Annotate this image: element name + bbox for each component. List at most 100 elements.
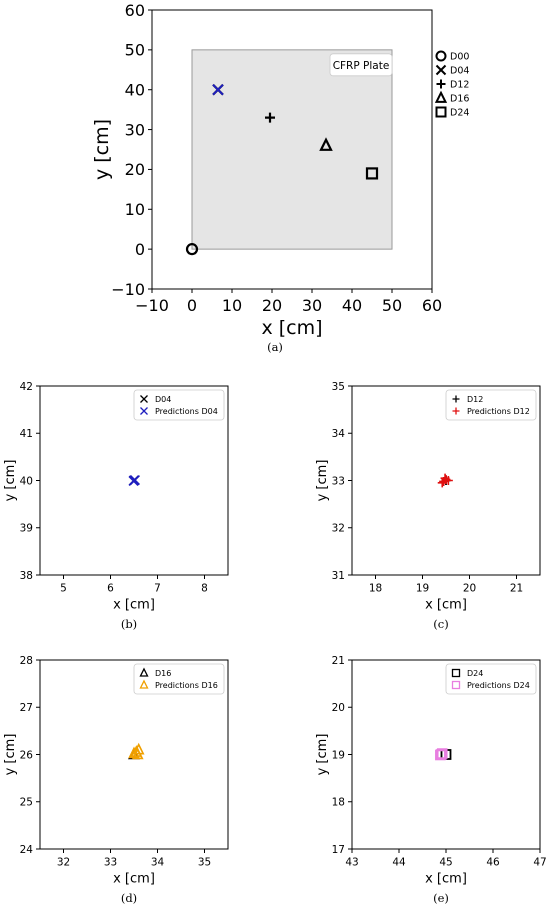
legend-label: D24 [467, 669, 483, 678]
legend-label: D04 [450, 66, 469, 77]
chart-panel-d: 32 33 34 35 24 25 26 27 28 x [cm] y [cm] D16 Predict… [3, 655, 229, 905]
panel-caption: (a) [267, 340, 283, 354]
x-tick-label: 7 [154, 583, 161, 595]
y-tick-label: 40 [20, 475, 33, 487]
data-point [265, 112, 275, 123]
x-tick-label: −10 [135, 296, 169, 315]
legend-label: D24 [450, 108, 469, 119]
legend-label: D12 [450, 80, 469, 91]
y-tick-label: 0 [135, 240, 145, 259]
x-tick-label: 43 [345, 857, 358, 869]
y-tick-label: 39 [20, 523, 33, 535]
panel-caption: (c) [433, 617, 448, 631]
data-point [185, 243, 199, 256]
legend-marker [140, 395, 148, 403]
y-tick-label: −10 [111, 280, 145, 299]
y-tick-label: 28 [20, 655, 33, 667]
x-tick-label: 34 [151, 857, 165, 869]
x-tick-label: 18 [369, 583, 382, 595]
data-point [365, 167, 379, 180]
x-tick-label: 8 [201, 583, 208, 595]
x-tick-label: 44 [392, 857, 406, 869]
y-axis-label: y [cm] [315, 734, 330, 776]
y-tick-label: 21 [332, 655, 345, 667]
legend-label: D12 [467, 395, 483, 404]
legend-marker [452, 395, 460, 403]
x-axis-label: x [cm] [261, 317, 322, 339]
legend-marker [435, 64, 447, 76]
y-axis-label: y [cm] [315, 460, 330, 502]
y-axis-label: y [cm] [3, 460, 18, 502]
y-tick-label: 30 [125, 120, 145, 139]
legend-label: D16 [155, 669, 171, 678]
y-tick-label: 60 [125, 1, 145, 20]
x-tick-label: 47 [533, 857, 546, 869]
x-tick-label: 30 [302, 296, 322, 315]
legend-marker [452, 407, 460, 415]
y-tick-label: 18 [332, 797, 345, 809]
y-tick-label: 27 [20, 702, 33, 714]
legend-box [445, 663, 537, 695]
x-tick-label: 5 [60, 583, 67, 595]
x-axis-label: x [cm] [113, 598, 155, 613]
x-tick-label: 6 [107, 583, 114, 595]
legend-marker [435, 106, 447, 118]
y-tick-label: 26 [20, 749, 34, 761]
legend-marker [451, 668, 461, 678]
y-tick-label: 31 [332, 570, 345, 582]
y-tick-label: 40 [125, 80, 145, 99]
plate-label-box [329, 53, 393, 77]
x-tick-label: 35 [198, 857, 211, 869]
y-tick-label: 20 [125, 160, 145, 179]
x-tick-label: 33 [104, 857, 117, 869]
legend-marker [434, 90, 448, 103]
data-point [131, 747, 144, 760]
legend-marker [436, 79, 446, 89]
y-tick-label: 34 [332, 428, 346, 440]
y-axis-label: y [cm] [3, 734, 18, 776]
x-tick-label: 46 [486, 857, 500, 869]
y-tick-label: 41 [20, 428, 33, 440]
data-point [212, 84, 224, 96]
legend-marker [139, 667, 149, 677]
data-point [437, 478, 447, 488]
y-tick-label: 10 [125, 200, 145, 219]
y-tick-label: 35 [332, 381, 345, 393]
legend-marker [140, 407, 148, 415]
data-point [436, 748, 448, 759]
x-tick-label: 32 [57, 857, 70, 869]
x-tick-label: 45 [439, 857, 452, 869]
x-axis-label: x [cm] [425, 598, 467, 613]
data-point [132, 742, 145, 755]
y-tick-label: 42 [20, 381, 33, 393]
panel-caption: (d) [121, 891, 137, 905]
legend-box [133, 663, 225, 695]
plate-label: CFRP Plate [333, 60, 390, 72]
legend-label: D00 [450, 52, 469, 63]
legend-label: Predictions D12 [467, 407, 530, 416]
y-tick-label: 20 [332, 702, 345, 714]
legend-box [133, 389, 225, 421]
y-tick-label: 19 [332, 749, 345, 761]
legend-label: Predictions D16 [155, 681, 218, 690]
x-tick-label: 20 [463, 583, 476, 595]
y-tick-label: 50 [125, 41, 145, 60]
y-axis-label: y [cm] [91, 119, 113, 180]
y-tick-label: 32 [332, 523, 345, 535]
x-tick-label: 60 [422, 296, 442, 315]
axes-frame [151, 9, 433, 290]
data-point [319, 137, 333, 151]
legend-label: D04 [155, 395, 171, 404]
x-tick-label: 10 [222, 296, 242, 315]
chart-panel-c: 18 19 20 21 31 32 33 34 35 x [cm] y [cm] D12 Predict… [315, 381, 541, 631]
x-tick-label: 19 [416, 583, 429, 595]
x-tick-label: 0 [187, 296, 197, 315]
x-tick-label: 21 [510, 583, 523, 595]
panel-caption: (e) [433, 891, 449, 905]
panel-caption: (b) [121, 617, 137, 631]
x-tick-label: 20 [262, 296, 282, 315]
legend-label: Predictions D04 [155, 407, 218, 416]
legend-box [445, 389, 537, 421]
legend-marker [139, 679, 149, 689]
